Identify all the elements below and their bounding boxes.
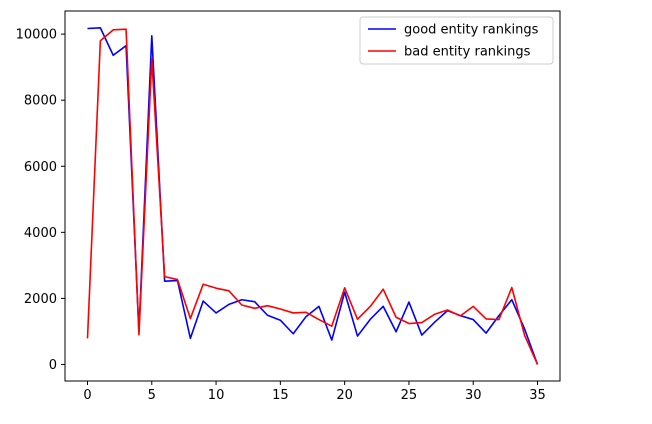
y-tick-label: 4000 xyxy=(24,226,57,241)
x-tick-label: 35 xyxy=(529,388,546,403)
x-tick-label: 0 xyxy=(83,388,91,403)
legend: good entity rankings bad entity rankings xyxy=(359,16,554,65)
x-tick-label: 10 xyxy=(208,388,225,403)
y-axis: 0 2000 4000 6000 8000 10000 xyxy=(16,28,65,373)
series-lines xyxy=(86,27,539,365)
y-tick-label: 0 xyxy=(49,358,57,373)
x-tick-label: 20 xyxy=(336,388,353,403)
legend-label: bad entity rankings xyxy=(404,45,531,60)
x-tick-label: 25 xyxy=(401,388,418,403)
legend-label: good entity rankings xyxy=(404,23,539,38)
y-tick-label: 6000 xyxy=(24,160,57,175)
legend-box xyxy=(359,16,554,65)
series-line-bad xyxy=(86,28,539,365)
x-tick-label: 15 xyxy=(272,388,289,403)
axes-frame xyxy=(64,10,561,382)
x-axis: 0 5 10 15 20 25 30 35 xyxy=(83,381,546,403)
y-tick-label: 2000 xyxy=(24,292,57,307)
series-line-good xyxy=(87,27,539,365)
x-tick-label: 5 xyxy=(148,388,156,403)
y-tick-label: 10000 xyxy=(16,28,57,43)
y-tick-label: 8000 xyxy=(24,94,57,109)
x-tick-label: 30 xyxy=(465,388,482,403)
plot-border xyxy=(64,10,561,382)
